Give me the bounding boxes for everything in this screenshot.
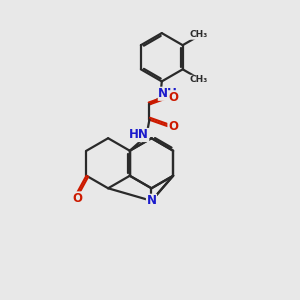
Text: N: N <box>146 194 157 207</box>
Text: O: O <box>168 120 178 133</box>
Text: HN: HN <box>129 128 149 142</box>
Text: O: O <box>72 192 82 205</box>
Text: NH: NH <box>158 87 178 100</box>
Text: CH₃: CH₃ <box>189 75 207 84</box>
Text: O: O <box>168 91 178 104</box>
Text: CH₃: CH₃ <box>189 30 207 39</box>
